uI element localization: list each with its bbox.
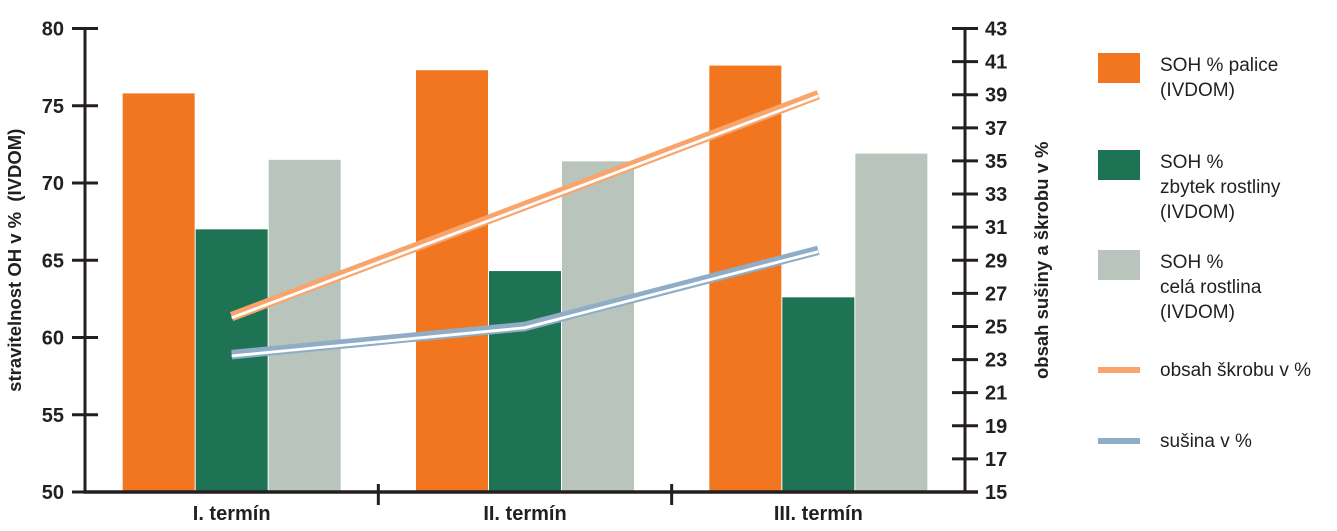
bar-series3-cat3 xyxy=(855,153,928,492)
right-axis-tick-label-29: 29 xyxy=(985,250,1007,272)
legend-item-soh-palice: SOH % palice (IVDOM) xyxy=(1098,53,1278,103)
legend-label-soh-palice: SOH % palice (IVDOM) xyxy=(1160,55,1279,101)
legend-item-soh-zbytek-rostliny: SOH % zbytek rostliny (IVDOM) xyxy=(1098,150,1280,225)
legend-swatch-gray-rect-icon xyxy=(1098,250,1140,280)
legend-item-susina: sušina v % xyxy=(1098,429,1252,454)
legend-label-soh-cela-rostlina: SOH % celá rostlina (IVDOM) xyxy=(1160,252,1262,323)
x-axis-label-cat3: III. termín xyxy=(774,503,863,525)
legend-swatch-green-rect-icon xyxy=(1098,150,1140,180)
legend-swatch-orange-line-icon xyxy=(1098,367,1140,373)
bar-series1-cat1 xyxy=(122,93,195,492)
right-axis-tick-label-31: 31 xyxy=(985,217,1007,239)
legend-item-obsah-skrobu: obsah škrobu v % xyxy=(1098,358,1311,383)
right-axis-tick-label-39: 39 xyxy=(985,85,1007,107)
left-axis-title: stravitelnost OH v % (IVDOM) xyxy=(4,129,25,392)
right-axis-tick-label-23: 23 xyxy=(985,350,1007,372)
bar-series3-cat1 xyxy=(268,159,341,492)
legend-item-soh-cela-rostlina: SOH % celá rostlina (IVDOM) xyxy=(1098,250,1261,325)
left-axis-tick-label-55: 55 xyxy=(42,405,64,427)
right-axis-tick-label-37: 37 xyxy=(985,118,1007,140)
legend-label-obsah-skrobu: obsah škrobu v % xyxy=(1160,360,1312,381)
bar-series2-cat2 xyxy=(489,271,561,492)
right-axis-tick-label-43: 43 xyxy=(985,19,1007,41)
right-axis-tick-label-17: 17 xyxy=(985,449,1007,471)
right-axis-tick-label-21: 21 xyxy=(985,383,1007,405)
bar-series1-cat2 xyxy=(416,70,488,492)
right-axis-title: obsah sušiny a škrobu v % xyxy=(1031,142,1052,380)
legend-label-soh-zbytek-rostliny: SOH % zbytek rostliny (IVDOM) xyxy=(1160,152,1281,223)
left-axis-tick-label-75: 75 xyxy=(42,96,64,118)
bar-series2-cat3 xyxy=(782,297,855,492)
right-axis-tick-label-27: 27 xyxy=(985,283,1007,305)
x-axis-label-cat1: I. termín xyxy=(193,503,271,525)
right-axis-tick-label-15: 15 xyxy=(985,482,1007,504)
combo-chart-canvas: 50 55 60 65 70 75 80 15 17 19 21 23 25 27 29 31 33 35 37 39… xyxy=(4,19,1052,526)
left-axis-tick-label-65: 65 xyxy=(42,250,64,272)
left-axis-tick-label-50: 50 xyxy=(42,482,64,504)
right-axis-tick-label-35: 35 xyxy=(985,151,1007,173)
line-series1-highlight xyxy=(231,94,819,320)
left-axis-tick-label-70: 70 xyxy=(42,173,64,195)
bar-series2-cat1 xyxy=(195,229,268,492)
chart-legend: SOH % palice (IVDOM) SOH % zbytek rostli… xyxy=(1098,0,1337,531)
right-axis-tick-label-41: 41 xyxy=(985,52,1007,74)
legend-swatch-orange-rect-icon xyxy=(1098,53,1140,83)
line-series2-highlight xyxy=(231,250,819,358)
left-axis-tick-label-80: 80 xyxy=(42,19,64,41)
left-axis-tick-label-60: 60 xyxy=(42,328,64,350)
right-axis-tick-label-33: 33 xyxy=(985,184,1007,206)
legend-swatch-blue-line-icon xyxy=(1098,438,1140,444)
right-axis-tick-label-25: 25 xyxy=(985,316,1007,338)
legend-label-susina: sušina v % xyxy=(1160,431,1252,452)
bar-series3-cat2 xyxy=(562,161,634,492)
right-axis-tick-label-19: 19 xyxy=(985,416,1007,438)
x-axis-label-cat2: II. termín xyxy=(483,503,566,525)
